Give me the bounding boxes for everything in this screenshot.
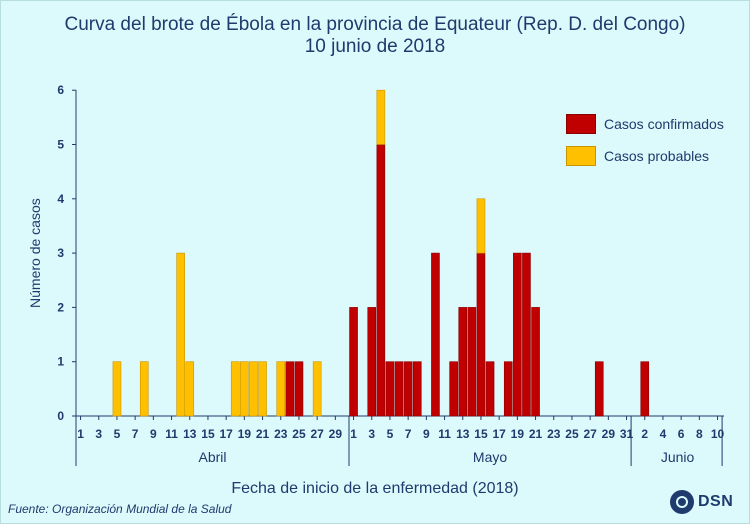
bar-probable [112,361,122,417]
bar-confirmed [476,252,486,417]
x-tick-label: 3 [368,427,375,441]
x-tick-label: 23 [274,427,288,441]
bar-confirmed [376,144,386,417]
x-tick-label: 3 [95,427,102,441]
x-tick-label: 15 [474,427,488,441]
chart-title: Curva del brote de Ébola en la provincia… [64,14,686,35]
x-tick-label: 10 [711,427,725,441]
y-tick-label: 3 [57,246,64,260]
x-tick-label: 19 [238,427,252,441]
x-tick-label: 21 [256,427,270,441]
y-tick-label: 4 [57,192,64,206]
bar-probable [176,252,185,417]
y-tick-label: 5 [57,138,64,152]
dsn-logo: DSN [670,490,733,514]
x-tick-label: 29 [602,427,616,441]
x-tick-label: 2 [641,427,648,441]
bar-confirmed [385,361,395,417]
x-tick-label: 8 [696,427,703,441]
bar-probable [185,361,195,417]
x-tick-label: 27 [310,427,324,441]
bar-confirmed [367,307,377,417]
bar-confirmed [640,361,650,417]
month-label: Junio [661,449,695,465]
legend-swatch-probable [566,146,596,166]
y-tick-label: 2 [57,300,64,314]
bar-probable [240,361,249,417]
x-tick-label: 4 [660,427,667,441]
dsn-logo-text: DSN [698,493,734,510]
bar-confirmed [467,307,477,417]
legend-label-probable: Casos probables [604,148,710,164]
x-tick-label: 7 [132,427,139,441]
bar-probable [258,361,267,417]
bar-confirmed [594,361,604,417]
x-tick-label: 19 [511,427,525,441]
bar-probable [376,89,386,145]
chart-legend: Casos confirmados Casos probables [566,114,724,178]
legend-item-probable: Casos probables [566,146,724,166]
bar-confirmed [431,252,440,417]
bar-probable [230,361,240,417]
x-tick-label: 17 [219,427,233,441]
bar-confirmed [349,307,358,417]
legend-item-confirmed: Casos confirmados [566,114,724,134]
legend-label-confirmed: Casos confirmados [604,116,724,132]
x-tick-label: 31 [620,427,634,441]
x-tick-label: 1 [77,427,84,441]
bar-probable [276,361,286,417]
x-tick-label: 27 [583,427,597,441]
bar-probable [312,361,322,417]
bar-confirmed [531,307,540,417]
bar-confirmed [458,307,468,417]
x-tick-label: 25 [292,427,306,441]
x-tick-label: 21 [529,427,543,441]
bar-confirmed [522,252,531,417]
x-tick-label: 7 [405,427,412,441]
bar-probable [249,361,258,417]
dsn-emblem-icon [670,490,694,514]
bar-confirmed [503,361,513,417]
bar-confirmed [285,361,295,417]
x-tick-label: 29 [329,427,343,441]
bar-confirmed [412,361,422,417]
x-tick-label: 9 [423,427,430,441]
bar-confirmed [403,361,413,417]
legend-swatch-confirmed [566,114,596,134]
y-axis-title: Número de casos [27,198,43,308]
x-tick-label: 15 [201,427,215,441]
x-tick-label: 9 [150,427,157,441]
bar-confirmed [394,361,404,417]
bar-confirmed [449,361,458,417]
x-tick-label: 25 [565,427,579,441]
bar-confirmed [485,361,495,417]
x-tick-label: 17 [492,427,506,441]
bar-probable [139,361,149,417]
x-tick-label: 5 [387,427,394,441]
x-tick-label: 13 [456,427,470,441]
x-tick-label: 11 [165,427,178,441]
chart-subtitle: 10 junio de 2018 [304,36,446,57]
x-axis-title: Fecha de inicio de la enfermedad (2018) [231,480,519,497]
y-tick-label: 0 [57,409,64,423]
bar-confirmed [294,361,304,417]
x-tick-label: 13 [183,427,197,441]
y-tick-label: 1 [57,355,64,369]
month-label: Mayo [473,449,507,465]
bar-confirmed [513,252,522,417]
y-tick-label: 6 [57,83,64,97]
x-tick-label: 5 [114,427,121,441]
source-note: Fuente: Organización Mundial de la Salud [8,502,232,516]
x-tick-label: 23 [547,427,561,441]
x-tick-label: 6 [678,427,685,441]
x-tick-label: 11 [438,427,451,441]
month-label: Abril [198,449,226,465]
bar-probable [476,198,486,254]
x-tick-label: 1 [350,427,357,441]
